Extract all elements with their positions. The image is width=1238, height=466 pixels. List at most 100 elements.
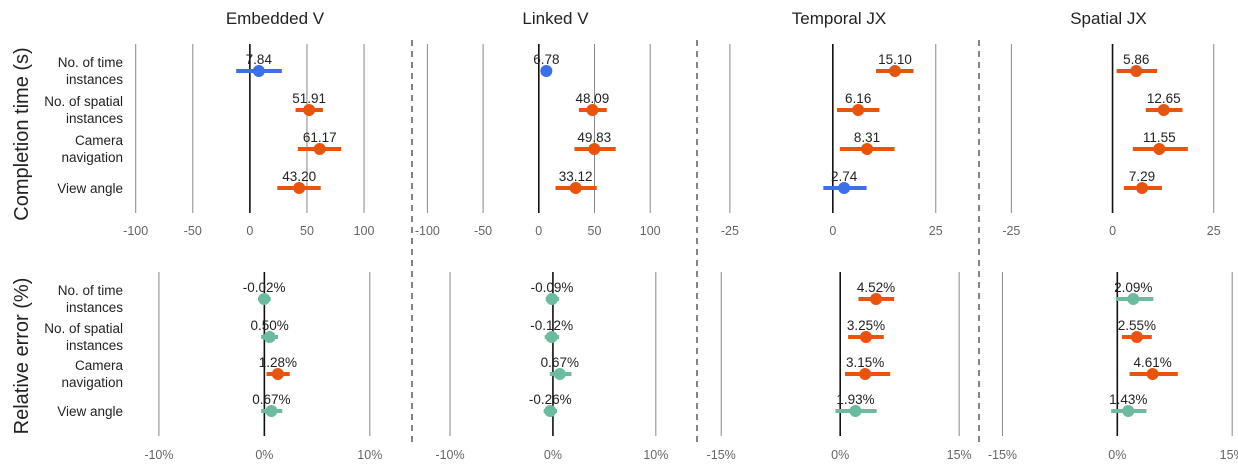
tick-label: 0 bbox=[829, 224, 836, 238]
panel-title: Linked V bbox=[522, 9, 589, 28]
data-label: 6.16 bbox=[845, 91, 871, 106]
tick-label: -25 bbox=[1002, 224, 1020, 238]
data-point-group: 49.83 bbox=[574, 130, 616, 155]
data-point-group: 4.52% bbox=[857, 280, 895, 305]
category-label-line: No. of time bbox=[58, 283, 123, 298]
data-point bbox=[1157, 104, 1170, 116]
tick-label: -10% bbox=[144, 448, 173, 462]
data-label: 0.67% bbox=[252, 392, 290, 407]
data-point bbox=[588, 143, 601, 155]
data-point bbox=[1146, 368, 1159, 380]
category-label: Camera navigation bbox=[61, 358, 123, 390]
category-label-line: Camera bbox=[75, 358, 124, 373]
data-point-group: 0.50% bbox=[250, 318, 289, 343]
data-point-group: 6.16 bbox=[836, 91, 880, 116]
data-point-group: 48.09 bbox=[575, 91, 609, 116]
data-point-group: 6.78 bbox=[533, 52, 559, 77]
data-point bbox=[293, 182, 306, 194]
category-label-line: instances bbox=[66, 72, 123, 87]
tick-label: 15% bbox=[1220, 448, 1238, 462]
forest-panel: -100 -50 0 50 100 6.78 48.09 49.83 33.12 bbox=[415, 44, 661, 238]
tick-label: 0% bbox=[1108, 448, 1126, 462]
data-label: 0.50% bbox=[250, 318, 288, 333]
data-point bbox=[540, 65, 553, 77]
data-point-group: -0.12% bbox=[530, 318, 573, 343]
data-label: -0.12% bbox=[530, 318, 573, 333]
tick-label: 10% bbox=[643, 448, 668, 462]
tick-label: 25 bbox=[929, 224, 943, 238]
data-point bbox=[838, 182, 851, 194]
data-point bbox=[889, 65, 901, 77]
data-point bbox=[1136, 182, 1149, 194]
forest-panel: -10% 0% 10% -0.02% 0.50% 1.28% 0.67% bbox=[144, 272, 382, 462]
data-label: 1.28% bbox=[259, 355, 297, 370]
data-point-group: -0.02% bbox=[243, 280, 286, 305]
category-label: Camera navigation bbox=[61, 133, 123, 165]
data-point bbox=[1130, 331, 1143, 343]
data-point bbox=[252, 65, 265, 77]
tick-label: 100 bbox=[640, 224, 661, 238]
category-label-line: No. of time bbox=[58, 55, 123, 70]
data-label: 51.91 bbox=[292, 91, 326, 106]
data-point-group: 3.25% bbox=[847, 318, 885, 343]
data-label: 8.31 bbox=[854, 130, 880, 145]
data-label: 1.43% bbox=[1109, 392, 1147, 407]
row-title: Relative error (%) bbox=[11, 278, 33, 435]
panel-title: Temporal JX bbox=[792, 9, 886, 28]
data-label: 0.67% bbox=[541, 355, 579, 370]
forest-panel: -25 0 25 5.86 12.65 11.55 7.29 bbox=[1002, 44, 1221, 238]
forest-panel: -25 0 25 15.10 6.16 8.31 2.74 bbox=[721, 44, 943, 238]
tick-label: -100 bbox=[415, 224, 440, 238]
data-point-group: 5.86 bbox=[1116, 52, 1158, 77]
data-label: 7.84 bbox=[246, 52, 273, 67]
tick-label: 10% bbox=[357, 448, 382, 462]
data-point-group: 4.61% bbox=[1129, 355, 1178, 380]
forest-panel: -100 -50 0 50 100 7.84 51.91 61.17 43.20 bbox=[123, 44, 375, 238]
forest-panel: -15% 0% 15% 4.52% 3.25% 3.15% 1.93% bbox=[707, 272, 972, 462]
data-label: 43.20 bbox=[282, 169, 316, 184]
category-label: No. of time instances bbox=[58, 283, 124, 315]
category-label-line: No. of spatial bbox=[44, 321, 123, 336]
data-point-group: 51.91 bbox=[292, 91, 326, 116]
category-label-line: View angle bbox=[57, 181, 123, 196]
data-point bbox=[1127, 293, 1140, 305]
category-label-line: Camera bbox=[75, 133, 124, 148]
row-title: Completion time (s) bbox=[11, 47, 33, 220]
data-point-group: 1.28% bbox=[259, 355, 297, 380]
category-label: No. of spatial instances bbox=[44, 94, 123, 126]
data-label: 15.10 bbox=[878, 52, 912, 67]
data-point-group: 15.10 bbox=[876, 52, 914, 77]
category-label-line: View angle bbox=[57, 404, 123, 419]
data-label: 2.74 bbox=[831, 169, 858, 184]
panel-title: Embedded V bbox=[226, 9, 325, 28]
data-point bbox=[313, 143, 326, 155]
data-point-group: 1.43% bbox=[1109, 392, 1147, 417]
tick-label: -50 bbox=[184, 224, 202, 238]
data-point-group: 11.55 bbox=[1132, 130, 1188, 155]
data-label: 33.12 bbox=[559, 169, 593, 184]
data-label: 6.78 bbox=[533, 52, 559, 67]
data-point bbox=[1153, 143, 1166, 155]
category-label: No. of spatial instances bbox=[44, 321, 123, 353]
data-label: 48.09 bbox=[575, 91, 609, 106]
data-point-group: 2.55% bbox=[1118, 318, 1156, 343]
data-label: 1.93% bbox=[836, 392, 874, 407]
data-label: 11.55 bbox=[1143, 130, 1176, 145]
tick-label: 25 bbox=[1207, 224, 1221, 238]
data-point bbox=[852, 104, 865, 116]
data-label: 12.65 bbox=[1147, 91, 1181, 106]
data-label: 2.55% bbox=[1118, 318, 1156, 333]
category-label-line: instances bbox=[66, 111, 123, 126]
data-point bbox=[586, 104, 599, 116]
data-point bbox=[569, 182, 582, 194]
data-point bbox=[861, 143, 874, 155]
category-label: No. of time instances bbox=[58, 55, 124, 87]
tick-label: 0% bbox=[831, 448, 849, 462]
tick-label: -25 bbox=[721, 224, 739, 238]
category-label-line: navigation bbox=[61, 150, 123, 165]
data-label: 61.17 bbox=[303, 130, 337, 145]
data-label: 2.09% bbox=[1114, 280, 1152, 295]
data-point-group: 0.67% bbox=[541, 355, 579, 380]
tick-label: 15% bbox=[947, 448, 972, 462]
data-point bbox=[545, 331, 558, 343]
